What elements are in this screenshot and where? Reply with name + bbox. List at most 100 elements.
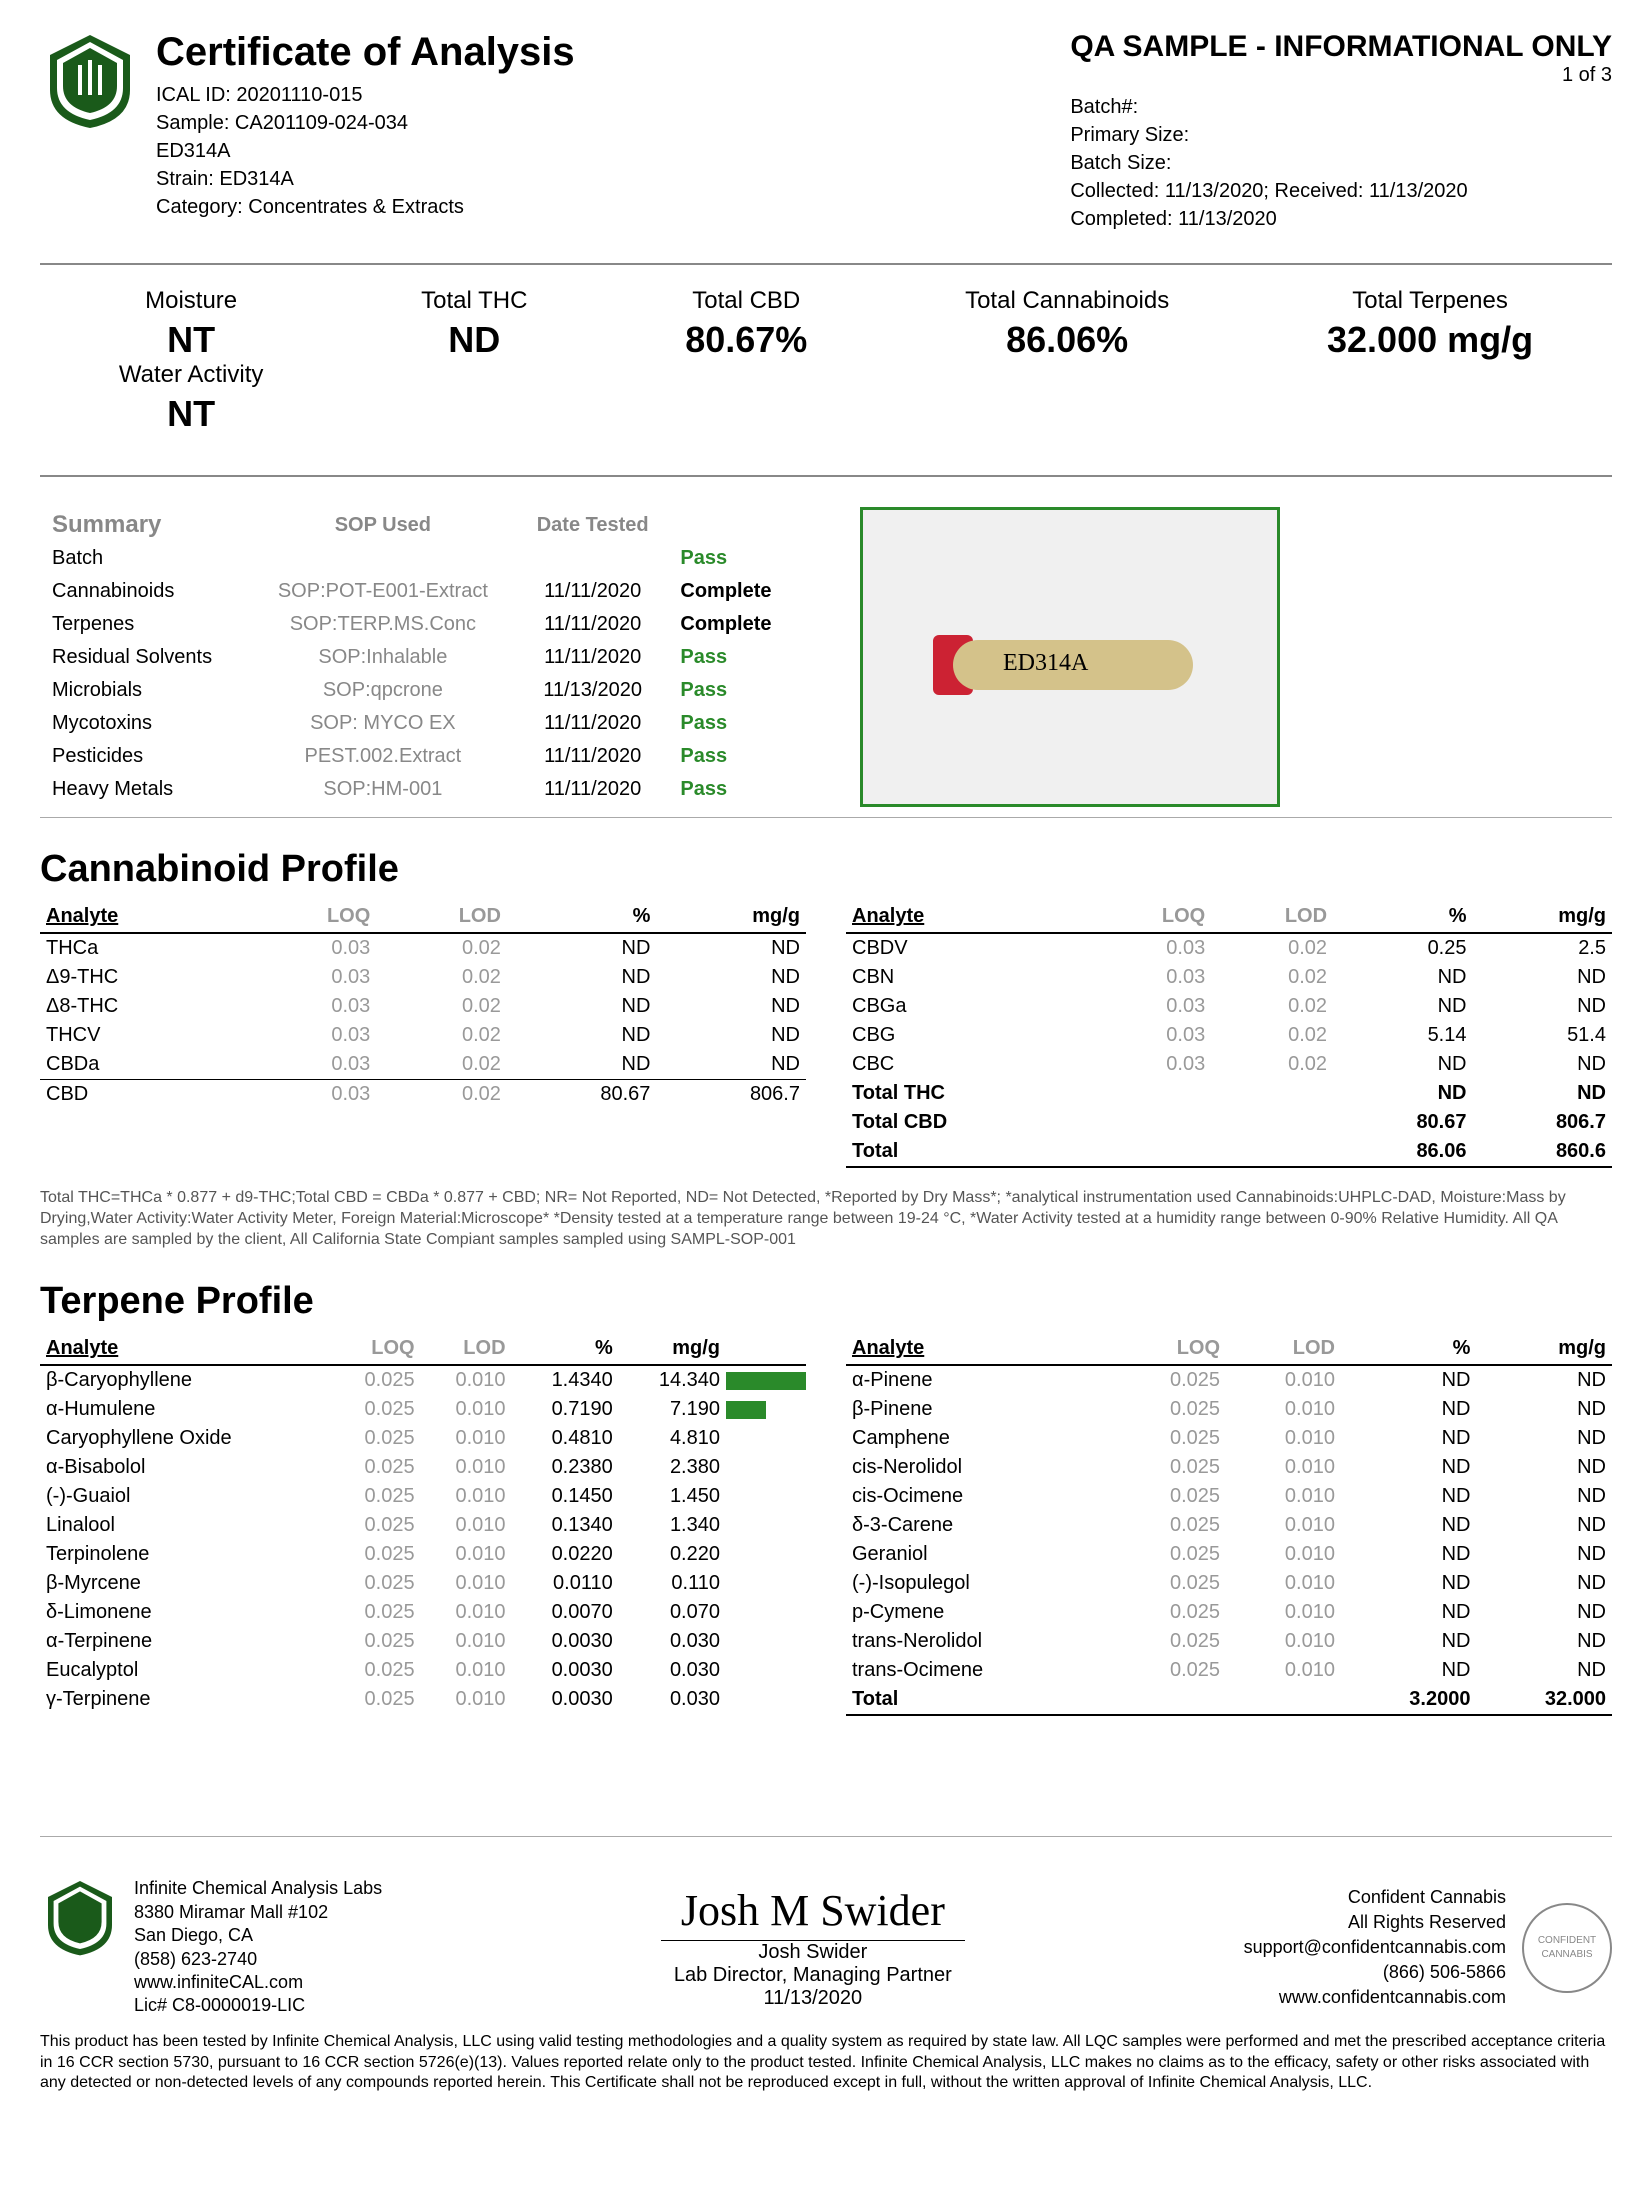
- analyte: Δ8-THC: [40, 992, 243, 1021]
- terp-table-left: Analyte LOQ LOD % mg/g β-Caryophyllene 0…: [40, 1333, 806, 1714]
- mgg: 51.4: [1473, 1021, 1613, 1050]
- summary-sop: SOP:HM-001: [251, 774, 515, 805]
- cannabinoid-footnote: Total THC=THCa * 0.877 + d9-THC;Total CB…: [40, 1188, 1612, 1250]
- mgg: ND: [656, 1021, 806, 1050]
- col-pct: %: [507, 901, 657, 933]
- water-value: NT: [119, 393, 263, 435]
- divider: [40, 263, 1612, 265]
- pct: ND: [1341, 1424, 1477, 1453]
- mgg: 7.190: [619, 1395, 726, 1424]
- lod: [1211, 1137, 1333, 1167]
- table-row: α-Humulene 0.025 0.010 0.7190 7.190: [40, 1395, 806, 1424]
- analyte: α-Terpinene: [40, 1627, 330, 1656]
- lab-logo-icon: [40, 30, 140, 130]
- metric-cbd: Total CBD 80.67%: [685, 287, 807, 435]
- summary-date: [517, 543, 668, 574]
- analyte: α-Pinene: [846, 1365, 1111, 1395]
- loq: 0.025: [1111, 1511, 1226, 1540]
- pct: ND: [507, 1050, 657, 1080]
- pct: 0.7190: [512, 1395, 619, 1424]
- col-bar: [726, 1333, 806, 1365]
- lab-addr2: San Diego, CA: [134, 1924, 382, 1947]
- mgg: 806.7: [656, 1080, 806, 1110]
- mgg: ND: [1473, 1050, 1613, 1079]
- lod: 0.02: [376, 1021, 507, 1050]
- analyte: Total: [846, 1685, 1111, 1715]
- lod: 0.010: [421, 1627, 512, 1656]
- metric-moisture: Moisture NT Water Activity NT: [119, 287, 263, 435]
- lod: [1211, 1108, 1333, 1137]
- pct: ND: [1341, 1656, 1477, 1685]
- table-row: trans-Nerolidol 0.025 0.010 ND ND: [846, 1627, 1612, 1656]
- analyte: Total: [846, 1137, 1087, 1167]
- col-mgg: mg/g: [1476, 1333, 1612, 1365]
- cannabinoid-heading: Cannabinoid Profile: [40, 848, 1612, 891]
- cc-phone: (866) 506-5866: [1244, 1960, 1506, 1985]
- cannabinoid-tables: Analyte LOQ LOD % mg/g THCa 0.03 0.02 ND…: [40, 901, 1612, 1168]
- analyte: cis-Ocimene: [846, 1482, 1111, 1511]
- mgg: ND: [656, 1050, 806, 1080]
- sig-date: 11/13/2020: [661, 1987, 965, 2010]
- lab-lic: Lic# C8-0000019-LIC: [134, 1994, 382, 2017]
- divider: [40, 475, 1612, 477]
- table-row: β-Caryophyllene 0.025 0.010 1.4340 14.34…: [40, 1365, 806, 1395]
- analyte: p-Cymene: [846, 1598, 1111, 1627]
- cann-table-left: Analyte LOQ LOD % mg/g THCa 0.03 0.02 ND…: [40, 901, 806, 1109]
- mgg: ND: [656, 933, 806, 963]
- summary-row: Terpenes SOP:TERP.MS.Conc 11/11/2020 Com…: [42, 609, 798, 640]
- table-row: Total CBD 80.67 806.7: [846, 1108, 1612, 1137]
- divider: [40, 1836, 1612, 1837]
- cc-name: Confident Cannabis: [1244, 1885, 1506, 1910]
- col-pct: %: [1341, 1333, 1477, 1365]
- loq: 0.025: [330, 1627, 421, 1656]
- summary-status: Pass: [670, 741, 798, 772]
- mgg: ND: [1473, 1079, 1613, 1108]
- moisture-label: Moisture: [119, 287, 263, 315]
- signature: Josh M Swider: [661, 1885, 965, 1941]
- col-analyte: Analyte: [846, 1333, 1111, 1365]
- loq: 0.03: [1087, 1021, 1211, 1050]
- analyte: Δ9-THC: [40, 963, 243, 992]
- pct: 0.4810: [512, 1424, 619, 1453]
- loq: 0.025: [330, 1598, 421, 1627]
- loq: 0.03: [243, 1021, 376, 1050]
- analyte: β-Caryophyllene: [40, 1365, 330, 1395]
- bar-cell: [726, 1424, 806, 1453]
- analyte: Camphene: [846, 1424, 1111, 1453]
- table-row: CBD 0.03 0.02 80.67 806.7: [40, 1080, 806, 1110]
- analyte: Terpinolene: [40, 1540, 330, 1569]
- table-row: γ-Terpinene 0.025 0.010 0.0030 0.030: [40, 1685, 806, 1714]
- water-label: Water Activity: [119, 361, 263, 389]
- ical-id: ICAL ID: 20201110-015: [156, 81, 575, 109]
- pct: ND: [1341, 1598, 1477, 1627]
- summary-row: Cannabinoids SOP:POT-E001-Extract 11/11/…: [42, 576, 798, 607]
- loq: 0.025: [1111, 1453, 1226, 1482]
- loq: 0.025: [1111, 1482, 1226, 1511]
- terpene-heading: Terpene Profile: [40, 1280, 1612, 1323]
- table-row: Eucalyptol 0.025 0.010 0.0030 0.030: [40, 1656, 806, 1685]
- cc-rights: All Rights Reserved: [1244, 1910, 1506, 1935]
- loq: 0.025: [1111, 1540, 1226, 1569]
- sample-name: ED314A: [156, 137, 575, 165]
- bar-cell: [726, 1365, 806, 1395]
- footer-cc: Confident Cannabis All Rights Reserved s…: [1244, 1885, 1612, 2011]
- summary-row: Residual Solvents SOP:Inhalable 11/11/20…: [42, 642, 798, 673]
- loq: 0.03: [243, 992, 376, 1021]
- col-analyte: Analyte: [40, 1333, 330, 1365]
- cc-info: Confident Cannabis All Rights Reserved s…: [1244, 1885, 1506, 2011]
- table-row: trans-Ocimene 0.025 0.010 ND ND: [846, 1656, 1612, 1685]
- lod: 0.02: [376, 963, 507, 992]
- table-row: Δ8-THC 0.03 0.02 ND ND: [40, 992, 806, 1021]
- table-row: (-)-Guaiol 0.025 0.010 0.1450 1.450: [40, 1482, 806, 1511]
- lod: 0.010: [421, 1656, 512, 1685]
- pct: ND: [1341, 1511, 1477, 1540]
- loq: 0.025: [330, 1685, 421, 1714]
- metrics-row: Moisture NT Water Activity NT Total THC …: [40, 277, 1612, 445]
- pct: ND: [1341, 1453, 1477, 1482]
- mgg: 1.450: [619, 1482, 726, 1511]
- lod: 0.010: [421, 1540, 512, 1569]
- summary-sop: SOP:POT-E001-Extract: [251, 576, 515, 607]
- analyte: (-)-Guaiol: [40, 1482, 330, 1511]
- bar-cell: [726, 1482, 806, 1511]
- table-row: Camphene 0.025 0.010 ND ND: [846, 1424, 1612, 1453]
